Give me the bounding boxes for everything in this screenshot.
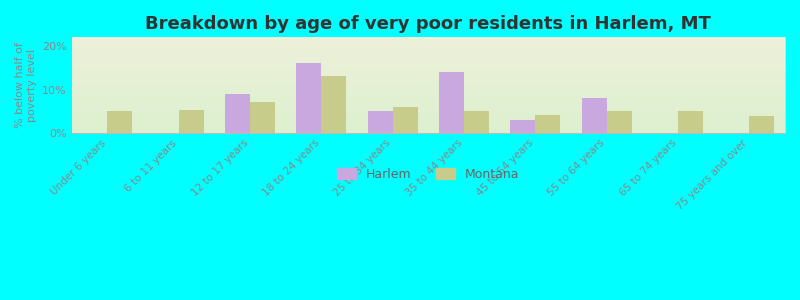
Bar [225,94,250,133]
Bar [750,116,774,133]
Bar [464,111,489,133]
Bar [368,111,393,133]
Bar [606,111,632,133]
Bar [393,107,418,133]
Bar [510,120,535,133]
Bar [250,102,275,133]
Bar [107,111,132,133]
Y-axis label: % below half of
poverty level: % below half of poverty level [15,42,37,128]
Bar [535,115,560,133]
Bar [322,76,346,133]
Bar [582,98,606,133]
Bar [297,63,322,133]
Bar [439,72,464,133]
Legend: Harlem, Montana: Harlem, Montana [332,163,525,186]
Bar [178,110,204,133]
Bar [678,111,703,133]
Title: Breakdown by age of very poor residents in Harlem, MT: Breakdown by age of very poor residents … [146,15,711,33]
